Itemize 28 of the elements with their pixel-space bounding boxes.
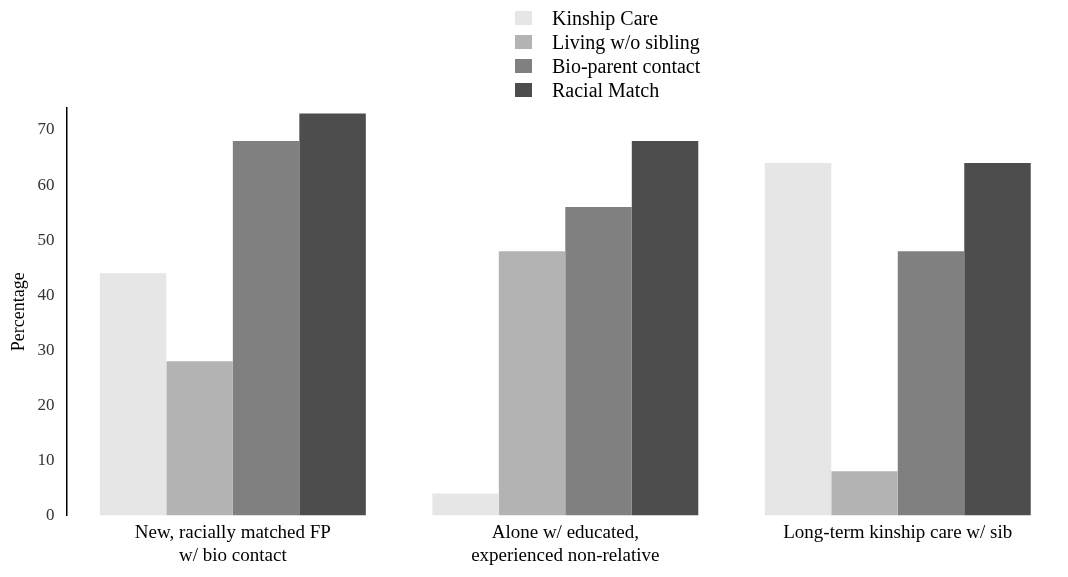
y-axis-title: Percentage <box>7 272 28 352</box>
bar <box>432 493 499 516</box>
legend-label: Living w/o sibling <box>552 30 700 54</box>
bar <box>897 251 965 516</box>
bar <box>764 163 832 516</box>
y-tick-label: 20 <box>37 394 55 414</box>
legend-label: Racial Match <box>552 78 660 102</box>
y-tick-label: 10 <box>37 449 55 469</box>
bar <box>166 361 233 516</box>
bar <box>99 273 167 516</box>
bar <box>631 141 699 516</box>
x-tick-label: Long-term kinship care w/ sib <box>783 520 1013 542</box>
bar <box>498 251 566 516</box>
bar <box>964 163 1031 516</box>
y-tick-label: 40 <box>37 284 55 304</box>
y-tick-label: 30 <box>37 339 55 359</box>
x-tick-label: New, racially matched FP w/ bio contact <box>134 520 331 565</box>
y-tick-label: 50 <box>37 229 55 249</box>
bar <box>831 471 898 516</box>
legend-label: Kinship Care <box>552 6 659 30</box>
y-tick-label: 60 <box>37 174 55 194</box>
bar <box>232 141 300 516</box>
legend-label: Bio-parent contact <box>552 54 701 78</box>
x-tick-label: Alone w/ educated, experienced non-relative <box>471 520 660 565</box>
bar <box>565 207 632 516</box>
bar <box>299 113 366 516</box>
y-tick-label: 70 <box>37 119 55 139</box>
y-tick-label: 0 <box>46 504 55 524</box>
